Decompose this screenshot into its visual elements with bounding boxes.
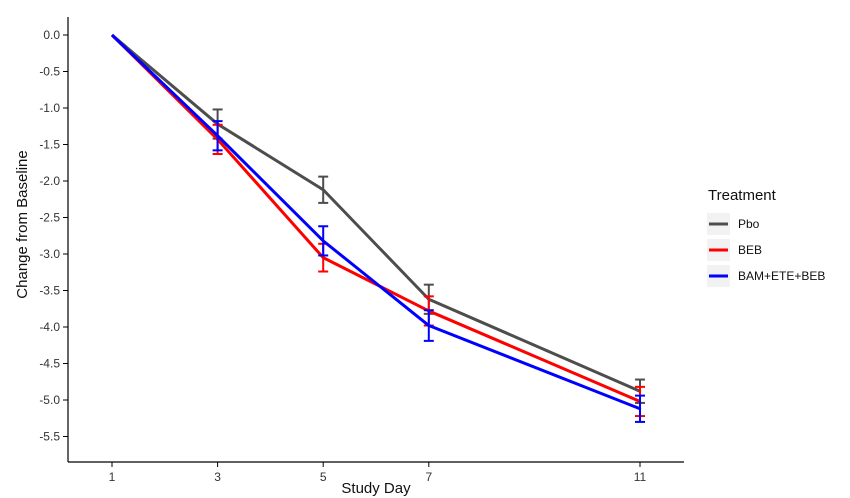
y-tick-label: -5.0 — [39, 393, 60, 407]
data-point — [216, 134, 219, 137]
y-tick-label: -4.5 — [39, 357, 60, 371]
y-tick-label: 0.0 — [43, 28, 60, 42]
data-point — [322, 239, 325, 243]
legend-item-label: BEB — [738, 243, 762, 257]
x-axis-ticks: 1 3 5 7 11 — [109, 462, 647, 484]
legend-title: Treatment — [708, 187, 777, 204]
data-point — [322, 188, 325, 191]
x-tick-label: 5 — [320, 470, 327, 484]
y-tick-label: -5.5 — [39, 430, 60, 444]
x-tick-label: 7 — [425, 470, 432, 484]
x-axis-title: Study Day — [341, 480, 411, 497]
y-tick-label: -2.0 — [39, 174, 60, 188]
legend-item-label: Pbo — [738, 217, 760, 231]
y-tick-label: -2.5 — [39, 211, 60, 225]
legend: Treatment Pbo BEB BAM+ETE+BEB — [707, 187, 825, 287]
series-line — [111, 33, 641, 393]
x-tick-label: 3 — [214, 470, 221, 484]
y-tick-label: -1.5 — [39, 138, 60, 152]
data-point — [427, 324, 430, 327]
data-point — [322, 256, 325, 259]
y-tick-label: -3.0 — [39, 247, 60, 261]
y-tick-label: -1.0 — [39, 101, 60, 115]
x-tick-label: 11 — [634, 470, 647, 484]
y-axis-ticks: 0.0 -0.5 -1.0 -1.5 -2.0 -2.5 -3.0 -3.5 -4.0 -4.5 -… — [39, 28, 68, 444]
y-tick-label: -4.0 — [39, 320, 60, 334]
series-BAM+ETE+BEB — [110, 33, 645, 423]
series-line — [110, 33, 641, 411]
data-point — [638, 407, 642, 410]
y-tick-label: -0.5 — [39, 65, 60, 79]
series-line — [110, 33, 641, 403]
series-Pbo — [111, 33, 645, 404]
y-axis-title: Change from Baseline — [14, 150, 31, 298]
legend-item-label: BAM+ETE+BEB — [738, 269, 825, 283]
y-tick-label: -3.5 — [39, 284, 60, 298]
x-tick-label: 1 — [109, 470, 116, 484]
series-layer — [110, 33, 645, 423]
